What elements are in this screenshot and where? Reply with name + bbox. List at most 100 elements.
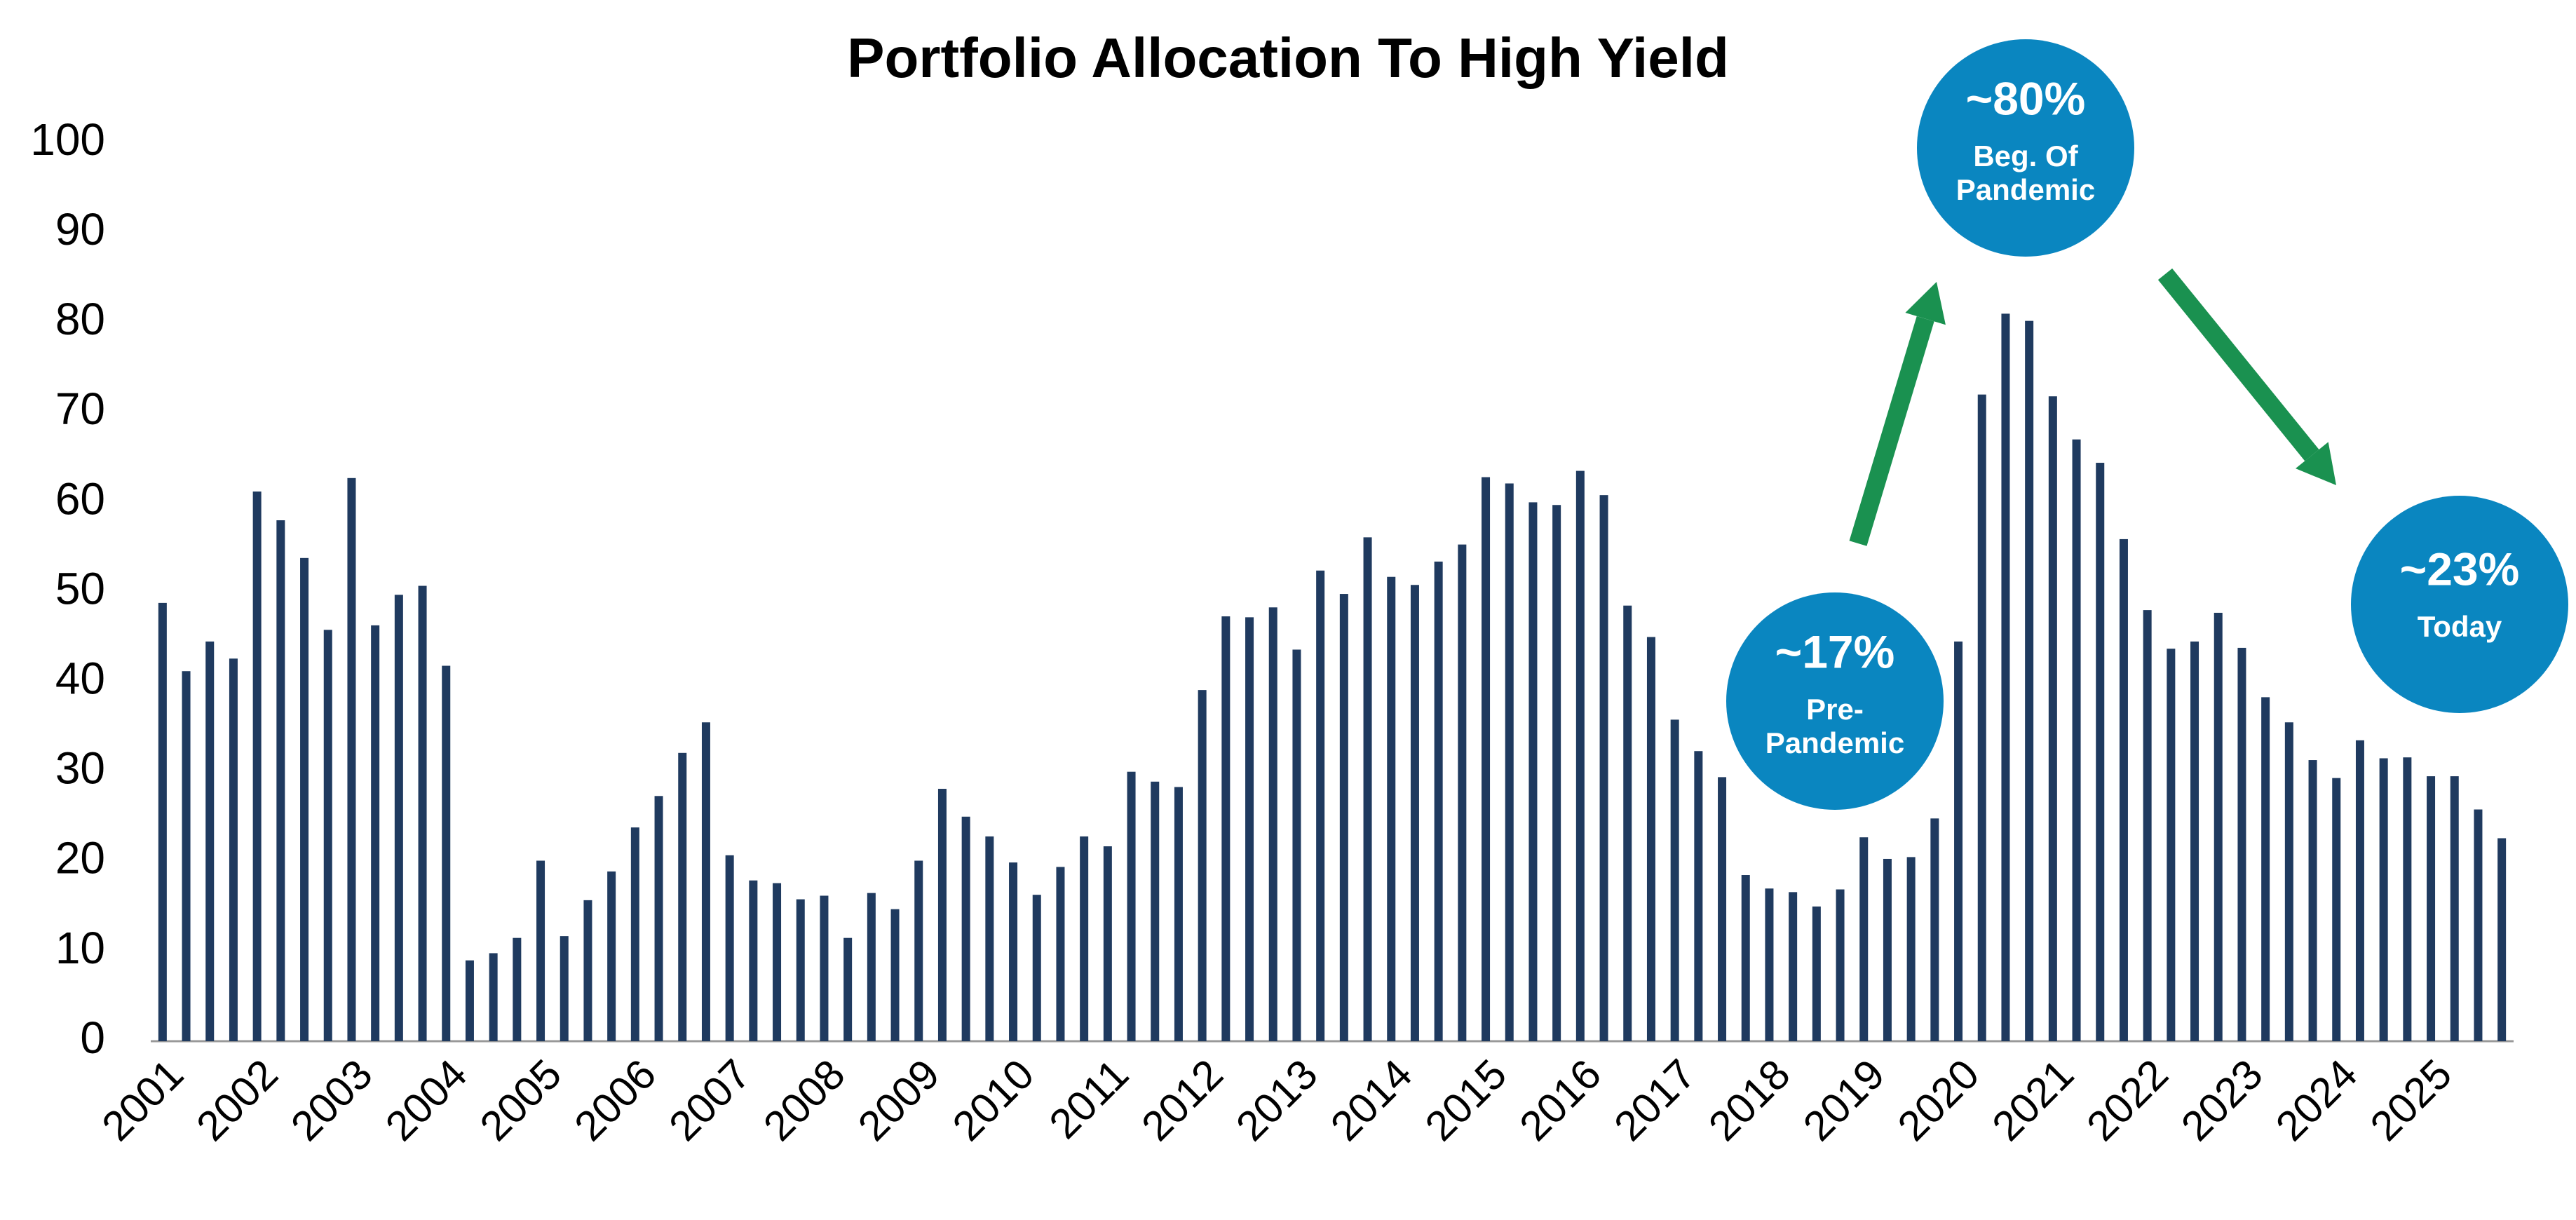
bar [513, 937, 522, 1041]
arrow-shaft [1849, 316, 1934, 546]
bar [1316, 570, 1325, 1041]
bar [1245, 617, 1254, 1041]
y-tick-label: 100 [30, 114, 105, 165]
annotation-text: Today [2418, 610, 2502, 643]
bar [2001, 313, 2010, 1041]
bar [1930, 818, 1939, 1041]
bar [1198, 690, 1207, 1041]
x-tick-label: 2018 [1700, 1050, 1799, 1150]
x-tick-label: 2014 [1322, 1050, 1421, 1150]
x-tick-label: 2009 [849, 1050, 949, 1150]
annotation-bubble [2351, 496, 2568, 713]
y-tick-label: 40 [55, 653, 105, 704]
bar [300, 557, 309, 1041]
x-tick-label: 2003 [282, 1050, 381, 1150]
arrow-head [1905, 282, 1946, 325]
bar [2332, 778, 2341, 1041]
bar [1339, 594, 1348, 1041]
x-tick-label: 2020 [1889, 1050, 1988, 1150]
bar [1434, 561, 1443, 1041]
bar [1789, 892, 1798, 1041]
bar [678, 752, 687, 1041]
bar [205, 641, 215, 1041]
x-tick-label: 2013 [1227, 1050, 1327, 1150]
bar [1623, 605, 1632, 1041]
bar [796, 899, 805, 1041]
bar [1080, 836, 1089, 1041]
x-tick-label: 2005 [471, 1050, 571, 1150]
bar [773, 883, 782, 1041]
bar [1954, 641, 1963, 1041]
bar [1458, 544, 1467, 1041]
x-tick-label: 2002 [187, 1050, 287, 1150]
bar [158, 602, 167, 1041]
bar [2261, 697, 2270, 1041]
bar [1575, 470, 1585, 1041]
annotation-headline: ~80% [1966, 72, 2086, 124]
annotation-text: Pandemic [1956, 173, 2095, 206]
bar [1765, 888, 1774, 1041]
bar [1646, 637, 1655, 1041]
bar [961, 816, 970, 1041]
bar [1009, 862, 1018, 1041]
x-tick-label: 2019 [1794, 1050, 1894, 1150]
bar [583, 900, 592, 1041]
x-tick-label: 2025 [2361, 1050, 2461, 1150]
bar [937, 789, 947, 1041]
y-tick-label: 70 [55, 384, 105, 434]
bar [1836, 889, 1845, 1041]
bar [1482, 477, 1491, 1041]
annotation-text: Beg. Of [1973, 140, 2078, 172]
bar [1032, 895, 1041, 1041]
bar [701, 722, 710, 1041]
bar [2214, 612, 2223, 1041]
bar [1599, 495, 1608, 1041]
bar [1883, 858, 1892, 1041]
bar [2143, 610, 2152, 1041]
bar [560, 936, 569, 1041]
bar [2025, 320, 2034, 1042]
bar [323, 630, 332, 1041]
x-tick-label: 2017 [1605, 1050, 1704, 1150]
annotation-headline: ~17% [1775, 625, 1895, 677]
y-tick-label: 60 [55, 473, 105, 524]
x-tick-label: 2012 [1132, 1050, 1232, 1150]
x-tick-label: 2022 [2077, 1050, 2177, 1150]
bar [867, 893, 876, 1041]
bar [2119, 538, 2128, 1041]
bar [1505, 483, 1514, 1041]
y-tick-label: 90 [55, 204, 105, 255]
x-tick-label: 2001 [93, 1050, 192, 1150]
bar [2308, 760, 2317, 1041]
bar [182, 671, 191, 1041]
x-tick-label: 2024 [2267, 1050, 2366, 1150]
bar [607, 871, 616, 1041]
annotation-headline: ~23% [2400, 543, 2520, 595]
annotation-text: Pandemic [1765, 726, 1904, 759]
bar [1363, 537, 1372, 1041]
bar [1741, 875, 1750, 1041]
chart-title: Portfolio Allocation To High Yield [847, 27, 1729, 89]
bar [2450, 776, 2459, 1041]
arrow-shaft [2157, 268, 2319, 461]
annotation-text: Pre- [1806, 693, 1864, 726]
bar [1552, 505, 1561, 1041]
y-tick-label: 0 [80, 1012, 105, 1063]
bar [1670, 719, 1679, 1041]
bar [843, 937, 853, 1041]
bar [2497, 838, 2507, 1041]
bar [1528, 502, 1538, 1041]
bar [654, 796, 663, 1041]
x-tick-label: 2015 [1416, 1050, 1516, 1150]
y-tick-label: 20 [55, 833, 105, 883]
bar [1859, 837, 1869, 1041]
bar [347, 477, 356, 1041]
bar [820, 895, 829, 1041]
bar [2284, 722, 2293, 1041]
bar [2379, 758, 2388, 1041]
bar [1694, 751, 1703, 1041]
bar [229, 658, 238, 1041]
bar [1292, 649, 1301, 1041]
bar [465, 960, 474, 1041]
bar [985, 836, 994, 1041]
